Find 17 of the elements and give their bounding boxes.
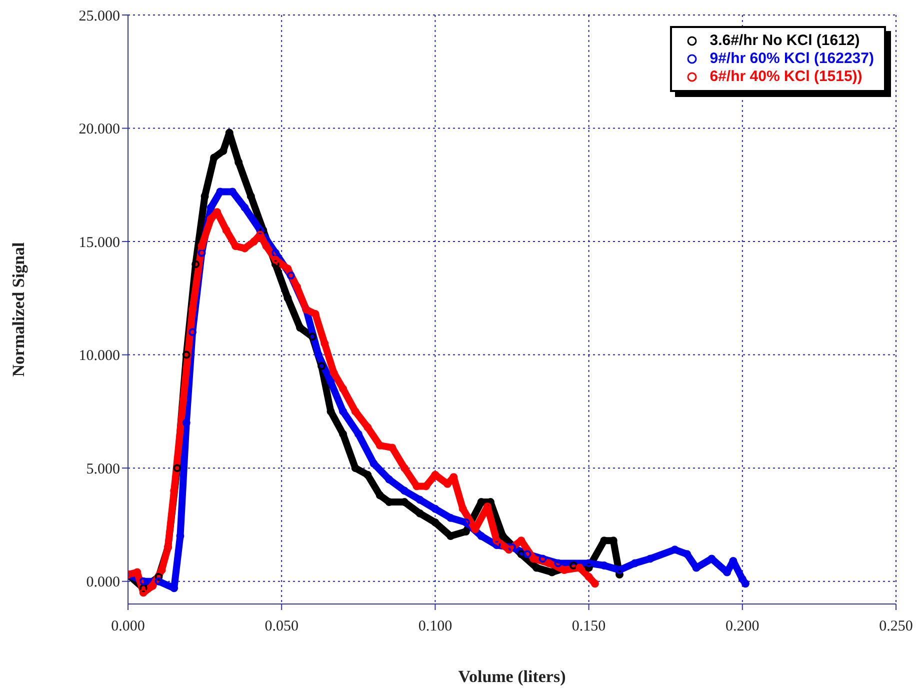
x-tick-label: 0.150 xyxy=(572,618,606,635)
x-tick-label: 0.050 xyxy=(264,618,298,635)
y-tick-label: 25.000 xyxy=(78,8,120,24)
y-tick-label: 20.000 xyxy=(78,122,120,138)
x-tick-label: 0.250 xyxy=(879,618,913,635)
legend-label: 6#/hr 40% KCl (1515)) xyxy=(710,68,862,86)
x-tick-label: 0.200 xyxy=(726,618,760,635)
legend-label: 3.6#/hr No KCl (1612) xyxy=(710,32,860,50)
y-tick-label: 0.000 xyxy=(86,574,120,591)
y-tick-label: 5.000 xyxy=(86,461,120,478)
y-tick-label: 15.000 xyxy=(78,234,120,251)
y-tick-label: 10.000 xyxy=(78,348,120,364)
legend-label: 9#/hr 60% KCl (162237) xyxy=(710,50,874,68)
x-tick-label: 0.000 xyxy=(111,618,145,635)
x-tick-label: 0.100 xyxy=(418,618,452,635)
y-axis-title: Normalized Signal xyxy=(9,242,28,377)
x-axis-title: Volume (liters) xyxy=(458,667,566,686)
